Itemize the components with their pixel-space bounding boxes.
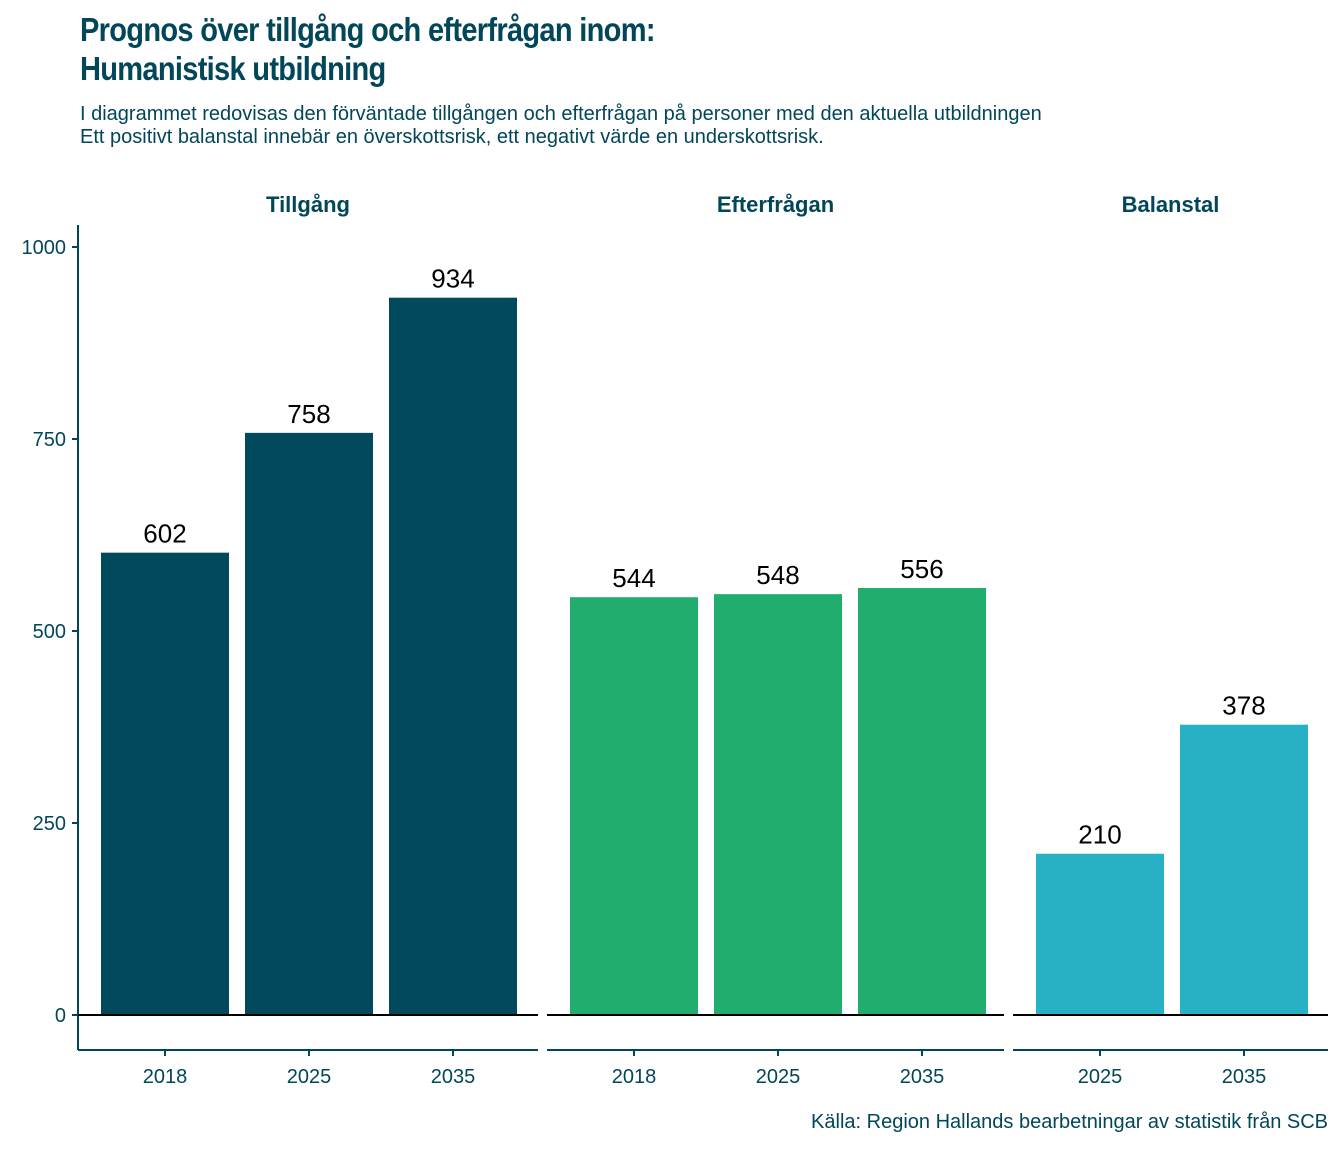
data-label: 548 [756, 560, 799, 590]
data-label: 378 [1222, 691, 1265, 721]
chart-title-line-2: Humanistisk utbildning [80, 50, 386, 87]
facet-label-efterfrågan: Efterfrågan [717, 192, 834, 217]
source-caption: Källa: Region Hallands bearbetningar av … [811, 1111, 1328, 1133]
data-label: 556 [900, 554, 943, 584]
data-label: 602 [143, 519, 186, 549]
bar [570, 597, 698, 1015]
y-tick-label: 0 [55, 1005, 66, 1027]
bar [1180, 724, 1308, 1015]
data-label: 758 [287, 399, 330, 429]
data-label: 934 [431, 264, 474, 294]
data-label: 210 [1078, 820, 1121, 850]
chart-title-line-1: Prognos över tillgång och efterfrågan in… [80, 11, 655, 48]
y-tick-label: 500 [33, 621, 66, 643]
x-tick-label: 2025 [1078, 1066, 1123, 1088]
chart-title: Prognos över tillgång och efterfrågan in… [80, 10, 655, 88]
x-tick-label: 2018 [612, 1066, 657, 1088]
x-tick-label: 2025 [756, 1066, 801, 1088]
bar [858, 587, 986, 1015]
facet-label-tillgång: Tillgång [266, 192, 350, 217]
bar [101, 552, 229, 1015]
y-tick-label: 750 [33, 429, 66, 451]
x-tick-label: 2035 [431, 1066, 476, 1088]
chart-subtitle: I diagrammet redovisas den förväntade ti… [80, 103, 1042, 149]
chart-subtitle-line-2: Ett positivt balanstal innebär en översk… [80, 126, 824, 148]
facet-label-balanstal: Balanstal [1122, 192, 1220, 217]
bar [245, 432, 373, 1016]
x-tick-label: 2035 [900, 1066, 945, 1088]
chart-subtitle-line-1: I diagrammet redovisas den förväntade ti… [80, 103, 1042, 125]
x-tick-label: 2018 [143, 1066, 188, 1088]
x-tick-label: 2035 [1222, 1066, 1267, 1088]
y-tick-label: 250 [33, 813, 66, 835]
bar [714, 594, 842, 1015]
x-tick-label: 2025 [287, 1066, 332, 1088]
bar [389, 297, 517, 1015]
bar [1036, 853, 1164, 1015]
y-tick-label: 1000 [22, 237, 67, 259]
data-label: 544 [612, 563, 655, 593]
